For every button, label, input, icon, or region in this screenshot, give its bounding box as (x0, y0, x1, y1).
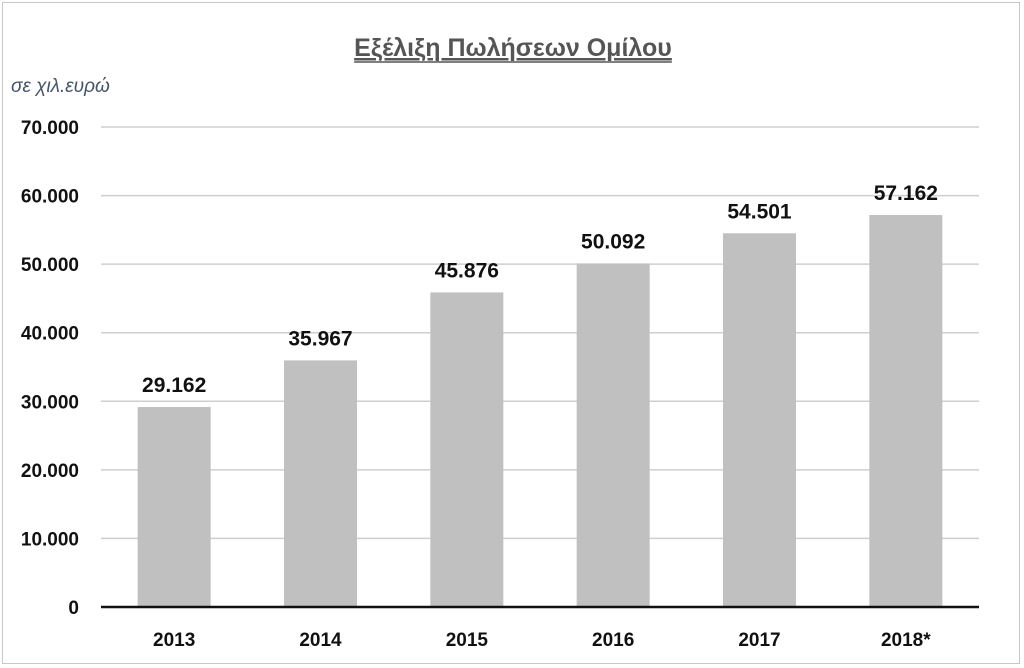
x-tick-label: 2014 (299, 630, 342, 651)
x-tick-label: 2016 (592, 630, 634, 651)
unit-label: σε χιλ.ευρώ (11, 76, 110, 97)
x-tick-label: 2017 (738, 630, 780, 651)
y-tick-label: 20.000 (21, 461, 79, 482)
gridlines (101, 126, 979, 540)
data-label: 35.967 (288, 327, 352, 350)
data-label: 50.092 (581, 231, 645, 254)
y-tick-labels: 0 10.000 20.000 30.000 40.000 50.000 60.000 70.… (21, 118, 79, 619)
bars (137, 215, 943, 608)
x-tick-label: 2015 (446, 630, 489, 651)
y-tick-label: 50.000 (21, 255, 79, 276)
y-tick-label: 70.000 (21, 118, 79, 139)
bar (723, 233, 796, 607)
y-tick-label: 30.000 (21, 392, 79, 413)
data-labels: 29.162 35.967 45.876 50.092 54.501 57.162 (142, 182, 938, 397)
data-label: 45.876 (435, 259, 499, 282)
bar (576, 263, 650, 607)
chart-title: Εξέλιξη Πωλήσεων Ομίλου (354, 34, 672, 62)
y-tick-label: 60.000 (21, 187, 79, 208)
data-label: 54.501 (727, 200, 792, 223)
bar (869, 215, 943, 608)
y-tick-label: 0 (68, 598, 79, 619)
bar (137, 407, 211, 607)
chart-svg: Εξέλιξη Πωλήσεων Ομίλου σε χιλ.ευρώ 0 10.… (11, 34, 979, 651)
x-tick-labels: 2013 2014 2015 2016 2017 2018* (153, 630, 931, 651)
x-tick-label: 2013 (153, 630, 195, 651)
data-label: 29.162 (142, 374, 206, 397)
x-tick-label: 2018* (881, 630, 931, 651)
data-label: 57.162 (874, 182, 938, 205)
bar (284, 360, 357, 607)
bar (430, 292, 504, 607)
y-tick-label: 40.000 (21, 324, 79, 345)
y-tick-label: 10.000 (21, 529, 79, 550)
